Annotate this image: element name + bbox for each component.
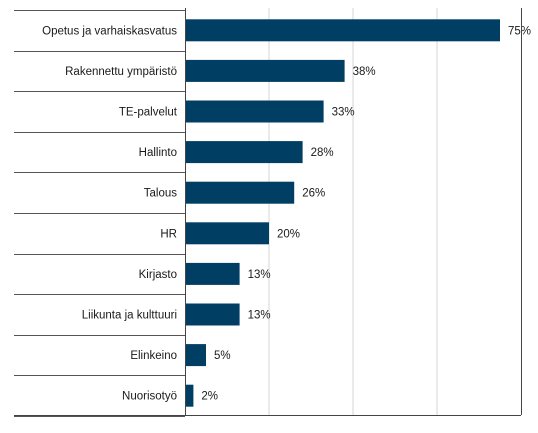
value-label: 5% xyxy=(214,350,231,362)
value-label: 38% xyxy=(353,66,376,78)
category-label: Elinkeino xyxy=(130,350,177,362)
value-label: 28% xyxy=(311,147,334,159)
value-labels: 75% 38% 33% 28% 26% 20% 13% 13% 5% 2% xyxy=(201,25,531,402)
bar-3 xyxy=(185,141,303,164)
bars xyxy=(185,19,500,407)
category-label: Rakennettu ympäristö xyxy=(65,66,177,78)
category-label: Talous xyxy=(144,188,177,200)
value-label: 13% xyxy=(248,310,271,322)
bar-1 xyxy=(185,59,345,82)
value-label: 2% xyxy=(201,391,218,403)
category-label: TE-palvelut xyxy=(119,107,178,119)
bar-8 xyxy=(185,344,206,367)
bar-4 xyxy=(185,181,295,204)
value-label: 33% xyxy=(332,107,355,119)
bar-6 xyxy=(185,262,240,285)
value-label: 13% xyxy=(248,269,271,281)
value-label: 26% xyxy=(302,188,325,200)
row-separators xyxy=(14,10,185,417)
category-label: Kirjasto xyxy=(139,269,177,281)
bar-0 xyxy=(185,19,500,42)
category-label: Hallinto xyxy=(139,147,177,159)
category-label: Opetus ja varhaiskasvatus xyxy=(42,25,177,37)
bar-7 xyxy=(185,303,240,326)
value-label: 20% xyxy=(277,228,300,240)
bar-5 xyxy=(185,222,269,245)
category-label: Nuorisotyö xyxy=(122,391,177,403)
bar-2 xyxy=(185,100,324,123)
category-label: Liikunta ja kulttuuri xyxy=(82,310,177,322)
plot-frame xyxy=(14,8,522,416)
category-label: HR xyxy=(160,228,177,240)
category-labels: Opetus ja varhaiskasvatus Rakennettu ympä… xyxy=(42,25,178,402)
value-label: 75% xyxy=(508,25,531,37)
bar-9 xyxy=(185,384,194,407)
